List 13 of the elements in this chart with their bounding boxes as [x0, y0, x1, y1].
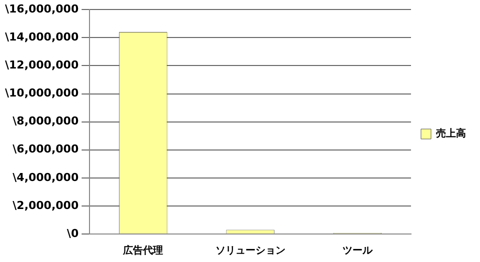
x-tick-label: 広告代理 — [122, 244, 164, 257]
y-tick-label: \12,000,000 — [4, 58, 79, 72]
y-tick-label: \16,000,000 — [4, 2, 79, 16]
x-tick-label: ツール — [342, 246, 374, 257]
y-tick-label: \8,000,000 — [12, 114, 79, 128]
legend-label: 売上高 — [436, 128, 466, 140]
x-tick-label: ソリューション — [215, 246, 286, 257]
y-tick-label: \6,000,000 — [12, 142, 79, 156]
y-tick-label: \2,000,000 — [12, 198, 79, 212]
y-tick-label: \14,000,000 — [4, 30, 79, 44]
y-tick-label: \4,000,000 — [12, 170, 79, 184]
y-tick-label: \10,000,000 — [4, 86, 79, 100]
y-tick-label: \0 — [66, 226, 79, 240]
